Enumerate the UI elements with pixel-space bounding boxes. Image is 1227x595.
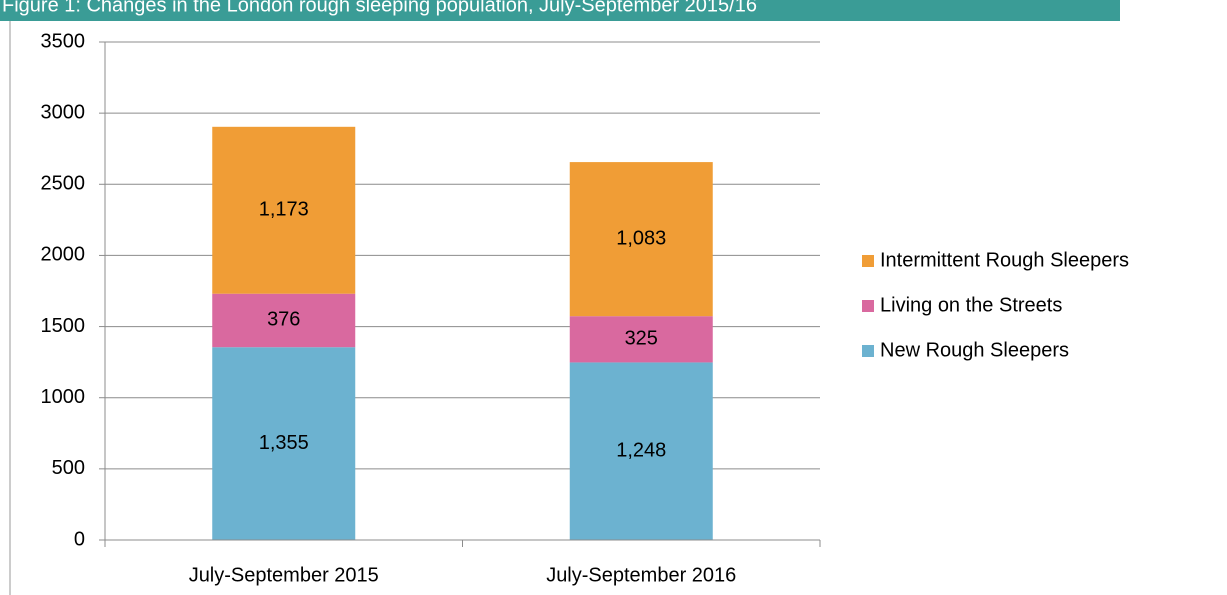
data-label: 1,173: [259, 199, 309, 221]
bar-segment: [569, 162, 713, 317]
bar-segment: [212, 126, 356, 294]
y-tick-label: 2000: [41, 244, 86, 266]
legend-label: Living on the Streets: [880, 294, 1062, 316]
data-label: 1,355: [259, 432, 309, 454]
bar-segment: [212, 347, 356, 540]
data-label: 1,248: [616, 439, 666, 461]
data-label: 1,083: [616, 227, 666, 249]
title-bar: [0, 0, 1120, 21]
data-label: 325: [625, 328, 658, 350]
chart-title: Figure 1: Changes in the London rough sl…: [2, 0, 757, 16]
y-tick-label: 0: [74, 528, 85, 550]
y-tick-label: 3000: [41, 101, 86, 123]
y-tick-label: 500: [52, 457, 85, 479]
x-tick-label: July-September 2015: [189, 564, 379, 586]
data-label: 376: [267, 309, 300, 331]
bar-segment: [212, 293, 356, 348]
legend-swatch: [862, 345, 874, 357]
y-tick-label: 2500: [41, 173, 86, 195]
legend-swatch: [862, 255, 874, 267]
y-tick-label: 3500: [41, 30, 86, 52]
legend-swatch: [862, 300, 874, 312]
bar-segment: [569, 362, 713, 540]
bar-segment: [569, 316, 713, 363]
x-tick-label: July-September 2016: [546, 564, 736, 586]
legend-label: New Rough Sleepers: [880, 339, 1069, 361]
y-tick-label: 1000: [41, 386, 86, 408]
y-tick-label: 1500: [41, 315, 86, 337]
legend-label: Intermittent Rough Sleepers: [880, 249, 1129, 271]
